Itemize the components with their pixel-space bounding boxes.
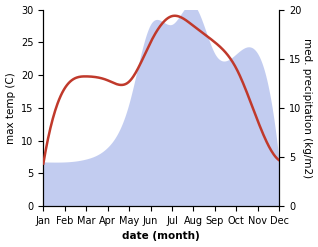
X-axis label: date (month): date (month) <box>122 231 200 242</box>
Y-axis label: med. precipitation (kg/m2): med. precipitation (kg/m2) <box>302 38 313 178</box>
Y-axis label: max temp (C): max temp (C) <box>5 72 16 144</box>
